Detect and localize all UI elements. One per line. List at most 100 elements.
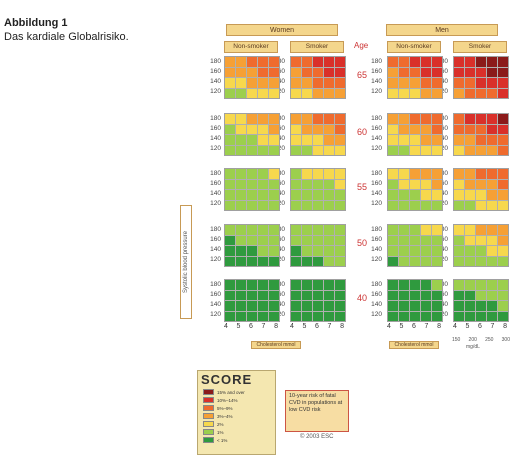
risk-cell — [487, 114, 497, 124]
risk-cell — [225, 256, 235, 266]
risk-cell — [432, 200, 442, 210]
risk-cell — [498, 169, 508, 179]
risk-cell — [399, 280, 409, 290]
men-nonsmoker-grid-age-55 — [387, 168, 443, 211]
risk-cell — [236, 256, 246, 266]
risk-cell — [225, 124, 235, 134]
risk-cell — [313, 235, 323, 245]
score-legend: SCORE 15% and over 10%–14% 5%–9% 3%–4% 2% 1% <… — [197, 370, 276, 455]
risk-cell — [291, 280, 301, 290]
risk-cell — [421, 256, 431, 266]
chol-tick-8: 8 — [437, 323, 441, 330]
sbp-tick-160: 160 — [371, 68, 382, 75]
risk-cell — [225, 57, 235, 67]
sbp-tick-120: 120 — [210, 145, 221, 152]
risk-cell — [236, 169, 246, 179]
chol-ticks-men-smoker: 4 5 6 7 8 — [453, 323, 507, 330]
risk-cell — [421, 88, 431, 98]
risk-cell — [247, 124, 257, 134]
risk-cell — [399, 200, 409, 210]
women-nonsmoker-grid-age-60 — [224, 113, 280, 156]
risk-cell — [324, 246, 334, 256]
legend-swatch — [203, 397, 214, 403]
risk-cell — [476, 290, 486, 300]
risk-cell — [399, 135, 409, 145]
risk-cell — [399, 88, 409, 98]
risk-cell — [410, 169, 420, 179]
risk-cell — [410, 280, 420, 290]
risk-cell — [465, 88, 475, 98]
women-smoker-grid-age-55 — [290, 168, 346, 211]
risk-cell — [476, 135, 486, 145]
chol-tick-5: 5 — [236, 323, 241, 330]
risk-cell — [313, 135, 323, 145]
risk-cell — [498, 311, 508, 321]
risk-cell — [269, 311, 279, 321]
risk-cell — [487, 57, 497, 67]
risk-cell — [335, 301, 345, 311]
risk-cell — [335, 290, 345, 300]
chol-ticks-men-nonsmoker: 4 5 6 7 8 — [387, 323, 441, 330]
risk-cell — [313, 200, 323, 210]
risk-cell — [421, 57, 431, 67]
risk-cell — [498, 57, 508, 67]
age-label-40: 40 — [357, 293, 368, 303]
risk-cell — [335, 235, 345, 245]
risk-cell — [324, 135, 334, 145]
risk-cell — [258, 280, 268, 290]
women-smoker-grid-age-40 — [290, 279, 346, 322]
legend-label: 2% — [217, 421, 224, 427]
legend-item: 2% — [203, 421, 224, 427]
men-nonsmoker-grid-age-65 — [387, 56, 443, 99]
risk-cell — [291, 200, 301, 210]
risk-cell — [476, 145, 486, 155]
risk-cell — [487, 200, 497, 210]
risk-cell — [225, 200, 235, 210]
risk-cell — [225, 280, 235, 290]
chol-label-women: Cholesterol mmol — [251, 341, 301, 349]
risk-cell — [302, 256, 312, 266]
risk-cell — [498, 135, 508, 145]
risk-cell — [269, 114, 279, 124]
risk-cell — [476, 169, 486, 179]
risk-cell — [302, 280, 312, 290]
risk-cell — [454, 246, 464, 256]
risk-cell — [399, 225, 409, 235]
risk-cell — [388, 114, 398, 124]
risk-cell — [225, 67, 235, 77]
men-smoker-grid-age-60 — [453, 113, 509, 156]
chol-tick-7: 7 — [261, 323, 266, 330]
sbp-tick-140: 140 — [210, 301, 221, 308]
risk-cell — [291, 225, 301, 235]
risk-cell — [476, 235, 486, 245]
risk-cell — [236, 311, 246, 321]
risk-cell — [432, 169, 442, 179]
risk-cell — [302, 67, 312, 77]
chol-tick-7: 7 — [490, 323, 495, 330]
risk-cell — [421, 301, 431, 311]
risk-cell — [410, 145, 420, 155]
women-smoker-label: Smoker — [290, 41, 344, 53]
sbp-tick-120: 120 — [210, 311, 221, 318]
risk-cell — [421, 246, 431, 256]
sbp-tick-140: 140 — [210, 135, 221, 142]
risk-cell — [269, 280, 279, 290]
risk-cell — [476, 200, 486, 210]
risk-cell — [291, 256, 301, 266]
sbp-tick-120: 120 — [210, 200, 221, 207]
chol-ticks-women-smoker: 4 5 6 7 8 — [290, 323, 344, 330]
risk-cell — [410, 200, 420, 210]
chol-tick-5: 5 — [302, 323, 307, 330]
risk-cell — [388, 301, 398, 311]
men-label: Men — [386, 24, 498, 36]
risk-cell — [421, 200, 431, 210]
risk-cell — [335, 225, 345, 235]
risk-cell — [454, 88, 464, 98]
risk-cell — [313, 78, 323, 88]
risk-cell — [465, 145, 475, 155]
risk-cell — [313, 290, 323, 300]
risk-cell — [236, 235, 246, 245]
caption-title: Abbildung 1 — [4, 17, 68, 29]
risk-cell — [324, 145, 334, 155]
legend-item: 3%–4% — [203, 413, 233, 419]
